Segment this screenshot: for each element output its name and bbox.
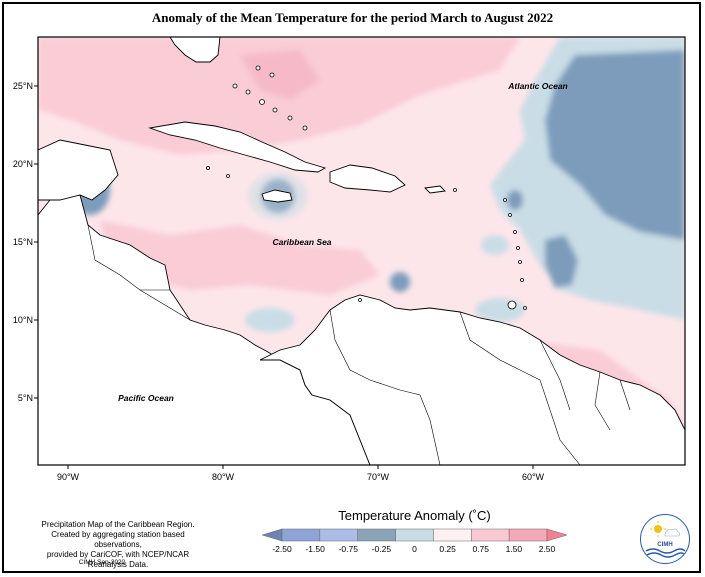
land-south-america [259,294,685,465]
anomaly-zone-florida-pink [240,50,320,100]
caption-credit: CIMH Sep-2022 [78,559,126,566]
legend-swatch [508,528,548,542]
legend-colorbar: -2.50 -1.50 -0.75 -0.25 0 0.25 0.75 1.50 2.50 [261,528,568,554]
sun-cloud-icon [645,521,686,558]
anomaly-zone-atlantic-dark [545,50,685,240]
cimh-logo: CIMH [640,514,690,564]
legend-tick-label: 1.50 [506,544,523,554]
caption-block: Precipitation Map of the Caribbean Regio… [28,520,208,570]
legend-tick-label: -2.50 [272,544,292,554]
legend-swatch [471,528,510,542]
legend-tick-label: 0 [412,544,417,554]
lat-tick-label: 25°N [13,81,33,91]
caption-line-2: Created by aggregating station based obs… [51,530,185,549]
land-jamaica [261,189,293,203]
anomaly-zone-panama-cold [245,308,295,332]
lon-tick-label: 70°W [367,472,390,482]
lon-tick-label: 90°W [57,472,80,482]
legend-swatch [357,528,396,542]
lon-tick-label: 80°W [212,472,235,482]
small-islands [206,65,527,310]
legend-swatch-max [546,528,568,542]
legend-swatch [319,528,358,542]
land-florida [169,37,221,63]
legend-swatch [281,528,321,542]
logo-text: CIMH [657,542,673,548]
lon-tick-label: 60°W [522,472,545,482]
lat-tick-label: 15°N [13,237,33,247]
legend-tick-label: 2.50 [539,544,556,554]
land-puerto-rico [424,185,446,194]
anomaly-zone-venezuela-cold [390,272,410,292]
legend-tick-label: 0.25 [439,544,456,554]
label-pacific-ocean: Pacific Ocean [118,393,174,403]
legend-tick-label: -0.75 [339,544,359,554]
country-borders [87,224,631,465]
label-caribbean-sea: Caribbean Sea [272,237,331,247]
axis-ticks: 25°N 20°N 15°N 10°N 5°N 90°W 80°W 70°W 60°W [13,81,545,482]
lat-tick-label: 5°N [18,393,33,403]
legend-swatch-min [261,528,283,542]
legend-tick-label: -1.50 [305,544,325,554]
anomaly-zone-caribbean-light [481,235,509,255]
anomaly-zone-central-pink [100,220,380,295]
label-atlantic-ocean: Atlantic Ocean [507,81,568,91]
caption-line-3: provided by CariCOF, with NCEP/NCAR Rean… [46,550,190,569]
legend-title: Temperature Anomaly (˚C) [338,508,491,523]
land-cuba [148,121,327,173]
legend-swatch [433,528,472,542]
legend-swatch [395,528,434,542]
land-yucatan [38,139,119,201]
land-hispaniola [329,164,406,193]
map-plot-border [37,36,686,466]
legend-tick-label: 0.75 [472,544,489,554]
anomaly-zone-antilles-dark [545,235,578,288]
caption-line-1: Precipitation Map of the Caribbean Regio… [41,520,195,529]
legend-tick-label: -0.25 [372,544,392,554]
map-title: Anomaly of the Mean Temperature for the … [151,10,554,25]
anomaly-zone-lesser-antilles [507,190,523,210]
lat-tick-label: 10°N [13,315,33,325]
lat-tick-label: 20°N [13,159,33,169]
land-outlines [38,37,685,465]
